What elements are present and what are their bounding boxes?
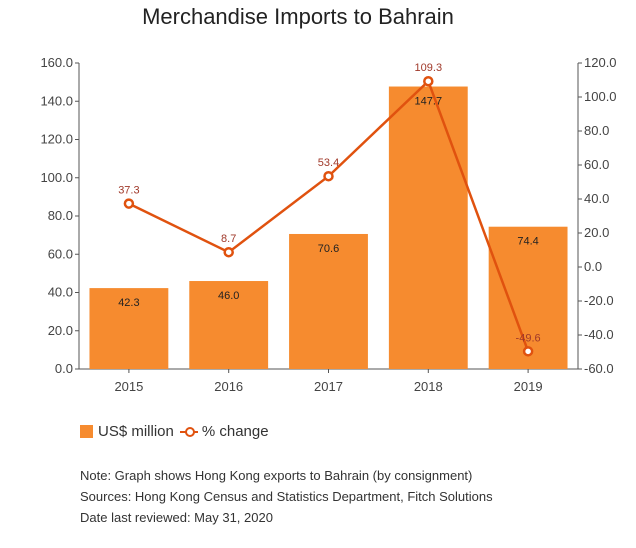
bar xyxy=(388,86,468,370)
left-axis-tick-label: 0.0 xyxy=(55,361,73,376)
right-axis-tick-label: 80.0 xyxy=(584,123,609,138)
right-axis-tick-label: 40.0 xyxy=(584,191,609,206)
right-axis-tick-label: 0.0 xyxy=(584,259,602,274)
line-point xyxy=(223,246,234,258)
bar xyxy=(189,281,269,369)
left-axis-tick-label: 160.0 xyxy=(40,55,73,70)
left-axis-tick-label: 100.0 xyxy=(40,170,73,185)
left-axis-tick-label: 120.0 xyxy=(40,132,73,147)
x-axis-tick-label: 2017 xyxy=(314,379,343,394)
chart-notes: Note: Graph shows Hong Kong exports to B… xyxy=(80,465,493,528)
legend-item-bar[interactable]: US$ million xyxy=(80,423,174,440)
date-reviewed-text: Date last reviewed: May 31, 2020 xyxy=(80,510,273,525)
right-axis-tick-label: 20.0 xyxy=(584,225,609,240)
line-data-label: 53.4 xyxy=(318,157,339,169)
bar xyxy=(488,226,568,369)
line-data-label: 8.7 xyxy=(221,233,236,245)
line-data-label: 109.3 xyxy=(415,62,443,74)
legend: US$ million % change xyxy=(80,423,275,440)
left-axis-tick-label: 40.0 xyxy=(48,285,73,300)
x-axis-tick-label: 2016 xyxy=(214,379,243,394)
line-point xyxy=(323,170,334,182)
legend-line-label: % change xyxy=(201,423,269,440)
left-axis-tick-label: 140.0 xyxy=(40,93,73,108)
bar xyxy=(289,233,368,369)
right-axis-tick-label: 100.0 xyxy=(584,89,617,104)
x-axis-tick-label: 2019 xyxy=(514,379,543,394)
bar-data-label: 147.7 xyxy=(415,96,443,108)
left-axis-tick-label: 80.0 xyxy=(48,208,73,223)
legend-bar-swatch xyxy=(80,425,93,438)
sources-text: Sources: Hong Kong Census and Statistics… xyxy=(80,489,493,504)
legend-line-swatch xyxy=(179,425,198,438)
bar xyxy=(89,288,169,369)
left-axis-tick-label: 60.0 xyxy=(48,246,73,261)
right-axis-tick-label: 60.0 xyxy=(584,157,609,172)
right-axis-tick-label: 120.0 xyxy=(584,55,617,70)
right-axis-tick-label: -20.0 xyxy=(584,293,614,308)
bar-data-label: 70.6 xyxy=(318,243,339,255)
note-text: Note: Graph shows Hong Kong exports to B… xyxy=(80,468,473,483)
legend-bar-label: US$ million xyxy=(98,423,174,440)
chart-area: 0.0 20.0 40.0 60.0 80.0 100.0 120.0 140.0 160.0 -… xyxy=(40,55,617,394)
x-axis-tick-label: 2015 xyxy=(114,379,143,394)
bar-data-label: 74.4 xyxy=(517,236,538,248)
line-point xyxy=(123,198,135,209)
left-axis-tick-label: 20.0 xyxy=(48,323,73,338)
line-data-label: 37.3 xyxy=(118,185,139,197)
bar-data-label: 42.3 xyxy=(118,297,139,309)
legend-item-line[interactable]: % change xyxy=(179,423,269,440)
line-data-label: -49.6 xyxy=(516,332,541,344)
right-axis-tick-label: -40.0 xyxy=(584,327,614,342)
right-axis-tick-label: -60.0 xyxy=(584,361,614,376)
bar-data-label: 46.0 xyxy=(218,290,239,302)
line-point xyxy=(522,346,534,357)
line-point xyxy=(423,75,434,87)
x-axis-tick-label: 2018 xyxy=(414,379,443,394)
chart-title: Merchandise Imports to Bahrain xyxy=(142,4,454,29)
